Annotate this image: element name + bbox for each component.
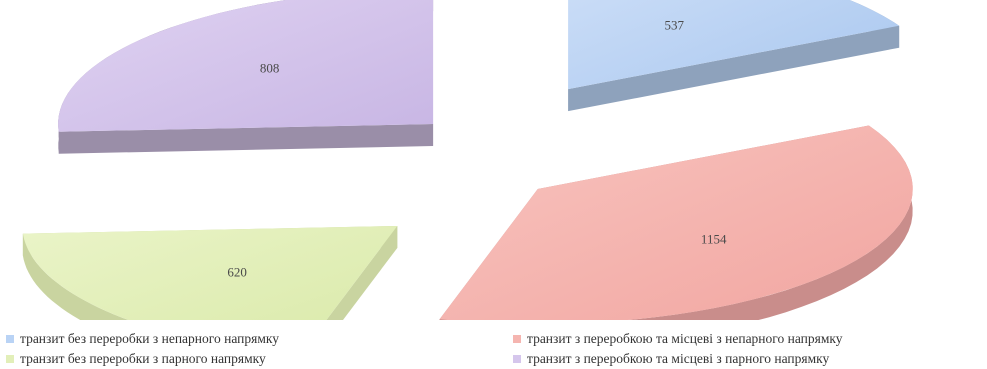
legend-item: транзит без переробки з непарного напрям… <box>6 331 279 347</box>
pie-slice <box>22 225 398 320</box>
legend-item: транзит з переробкою та місцеві з непарн… <box>513 331 843 347</box>
legend-label: транзит без переробки з непарного напрям… <box>20 331 279 346</box>
pie-slice <box>58 0 434 132</box>
pie-slice-wall <box>58 124 434 154</box>
legend-label: транзит без переробки з парного напрямку <box>20 351 266 366</box>
pie-slice <box>568 0 900 90</box>
legend-swatch <box>513 355 521 363</box>
legend-item: транзит з переробкою та місцеві з парног… <box>513 351 829 367</box>
legend-item: транзит без переробки з парного напрямку <box>6 351 266 367</box>
pie-slice-wall <box>326 225 398 320</box>
pie-slice-wall <box>568 25 900 112</box>
legend-swatch <box>6 335 14 343</box>
pie-slice <box>439 125 913 320</box>
legend: транзит без переробки з непарного напрям… <box>0 320 987 369</box>
pie-chart: 537 808 1154 620 <box>22 0 913 320</box>
slice-value-label: 537 <box>665 18 685 33</box>
legend-label: транзит з переробкою та місцеві з непарн… <box>527 331 843 346</box>
legend-swatch <box>6 355 14 363</box>
slice-value-label: 620 <box>227 265 247 280</box>
legend-swatch <box>513 335 521 343</box>
legend-label: транзит з переробкою та місцеві з парног… <box>527 351 830 366</box>
slice-value-label: 1154 <box>701 232 727 247</box>
pie-slice-side <box>22 233 129 320</box>
slice-value-label: 808 <box>260 60 280 75</box>
